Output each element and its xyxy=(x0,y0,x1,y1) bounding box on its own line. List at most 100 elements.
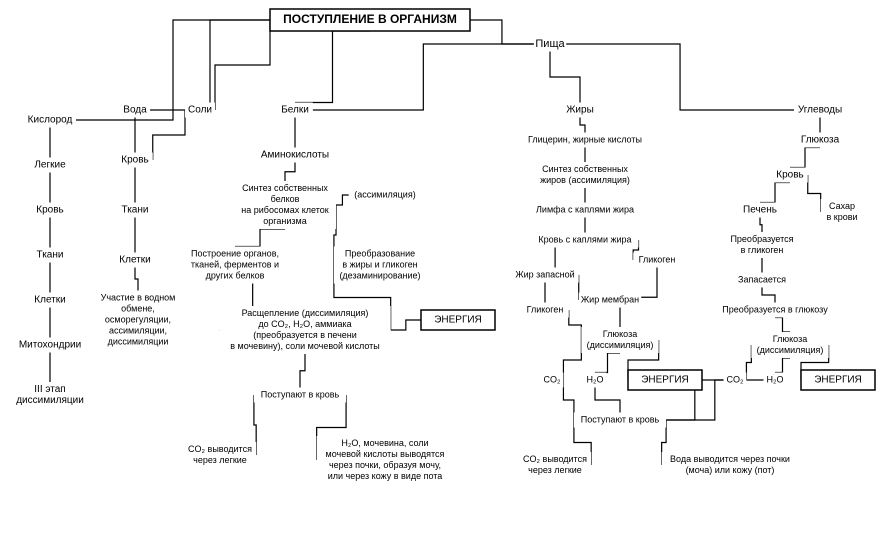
node-label: обмене, xyxy=(121,303,155,313)
node-label: через почки, образуя мочу, xyxy=(329,460,441,470)
diagram-edges xyxy=(50,20,829,465)
node-label: CO₂ xyxy=(544,374,562,384)
edge xyxy=(775,318,790,333)
node-label: Лимфа с каплями жира xyxy=(536,204,634,214)
node-p_conv: Преобразованиев жиры и гликоген(дезамини… xyxy=(334,247,426,284)
node-label: Клетки xyxy=(119,255,150,266)
node-label: организма xyxy=(263,216,306,226)
node-label: Жир запасной xyxy=(515,269,574,279)
node-p_syn: Синтез собственныхбелковна рибосомах кле… xyxy=(234,181,336,229)
node-label: Преобразуется в глюкозу xyxy=(722,304,828,314)
node-f_syn: Синтез собственныхжиров (ассимиляция) xyxy=(534,162,636,188)
edge xyxy=(760,218,762,233)
node-prot: Белки xyxy=(277,103,313,118)
node-label: Пища xyxy=(535,38,565,50)
node-o_st3: III этапдиссимиляции xyxy=(13,382,87,408)
node-label: Запасается xyxy=(738,274,786,284)
node-label: Синтез собственных xyxy=(242,183,328,193)
node-label: III этап xyxy=(34,384,65,395)
node-f_E: ЭНЕРГИЯ xyxy=(628,370,702,390)
node-label: H₂O xyxy=(767,374,784,384)
node-label: Преобразуется xyxy=(730,234,793,244)
node-label: (дезаминирование) xyxy=(339,270,420,280)
node-c_co2: CO₂ xyxy=(724,373,747,388)
edge xyxy=(550,52,580,103)
edge xyxy=(563,340,581,380)
node-fat: Жиры xyxy=(565,103,595,118)
node-p_h2o: H₂O, мочевина, солимочевой кислоты вывод… xyxy=(317,436,454,484)
node-label: диссимиляции xyxy=(16,395,84,406)
edge xyxy=(391,320,421,330)
edge xyxy=(775,358,790,373)
node-label: Поступают в кровь xyxy=(261,389,340,399)
node-c_sug: Сахарв крови xyxy=(821,199,864,225)
node-label: Митохондрии xyxy=(19,340,81,351)
node-label: (диссимиляция) xyxy=(587,340,654,350)
node-label: осморегуляции, xyxy=(105,314,171,324)
node-c_E: ЭНЕРГИЯ xyxy=(801,370,875,390)
edge xyxy=(569,310,582,340)
node-f_bld: Кровь с каплями жира xyxy=(532,233,639,248)
node-label: Поступают в кровь xyxy=(581,414,660,424)
node-f_store: Жир запасной xyxy=(511,268,578,283)
node-f_lym: Лимфа с каплями жира xyxy=(532,203,639,218)
node-label: Глицерин, жирные кислоты xyxy=(528,134,642,144)
edge xyxy=(313,44,534,110)
node-label: (преобразуется в печени xyxy=(253,330,357,340)
node-label: Ткани xyxy=(37,250,64,261)
edge xyxy=(300,354,305,388)
edge xyxy=(135,268,138,291)
node-label: CO₂ выводится xyxy=(188,444,252,454)
node-label: Жиры xyxy=(566,105,594,116)
node-p_co2: CO₂ выводитсячерез легкие xyxy=(184,442,256,468)
node-label: Легкие xyxy=(34,160,66,171)
node-p_assim: (ассимиляция) xyxy=(349,188,421,203)
node-c_liv: Печень xyxy=(740,203,781,218)
edge xyxy=(746,345,751,380)
node-f_memb: Жир мембран xyxy=(579,293,641,308)
node-label: CO₂ выводится xyxy=(523,454,587,464)
node-o_cell: Клетки xyxy=(30,293,71,308)
node-label: Кровь xyxy=(121,155,148,166)
node-c_diss: Глюкоза(диссимиляция) xyxy=(751,332,828,358)
node-label: CO₂ xyxy=(727,374,745,384)
node-label: белков xyxy=(271,194,300,204)
node-label: мочевой кислоты выводятся xyxy=(326,449,445,459)
node-label: Жир мембран xyxy=(581,294,639,304)
edge xyxy=(808,175,821,212)
node-label: (моча) или кожу (пот) xyxy=(686,465,775,475)
node-label: тканей, ферментов и xyxy=(191,259,279,269)
node-label: в крови xyxy=(826,212,857,222)
edge xyxy=(762,288,775,303)
node-carb: Углеводы xyxy=(794,103,846,118)
node-f_tobld: Поступают в кровь xyxy=(574,413,666,428)
edge xyxy=(336,195,349,205)
node-label: Расщепление (диссимиляция) xyxy=(242,308,369,318)
node-w_cell: Клетки xyxy=(115,253,156,268)
edge xyxy=(295,31,370,103)
edge xyxy=(566,44,794,110)
node-label: Клетки xyxy=(34,295,65,306)
node-label: в мочевину), соли мочевой кислоты xyxy=(230,341,380,351)
node-oxy: Кислород xyxy=(24,113,76,128)
node-pisha: Пища xyxy=(534,37,566,52)
node-label: ассимиляции, xyxy=(109,325,167,335)
node-label: Вода xyxy=(123,105,147,116)
node-f_glcg2: Гликоген xyxy=(521,303,569,318)
node-c_stock: Запасается xyxy=(733,273,791,288)
node-label: (ассимиляция) xyxy=(354,189,415,199)
node-label: Углеводы xyxy=(798,105,842,116)
edge xyxy=(563,380,574,420)
node-label: Глюкоза xyxy=(603,329,637,339)
node-p_split: Расщепление (диссимиляция)до CO₂, H₂O, а… xyxy=(219,306,390,354)
node-p_E: ЭНЕРГИЯ xyxy=(421,310,495,330)
node-label: Кровь xyxy=(776,170,803,181)
node-label: Глюкоза xyxy=(773,334,807,344)
node-label: Глюкоза xyxy=(801,135,840,146)
node-label: ЭНЕРГИЯ xyxy=(641,375,689,386)
node-f_gly: Глицерин, жирные кислоты xyxy=(522,133,649,148)
edge xyxy=(595,353,620,373)
node-c_glu: Глюкоза xyxy=(797,133,844,148)
node-p_aa: Аминокислоты xyxy=(258,148,332,163)
node-label: жиров (ассимиляция) xyxy=(540,175,630,185)
